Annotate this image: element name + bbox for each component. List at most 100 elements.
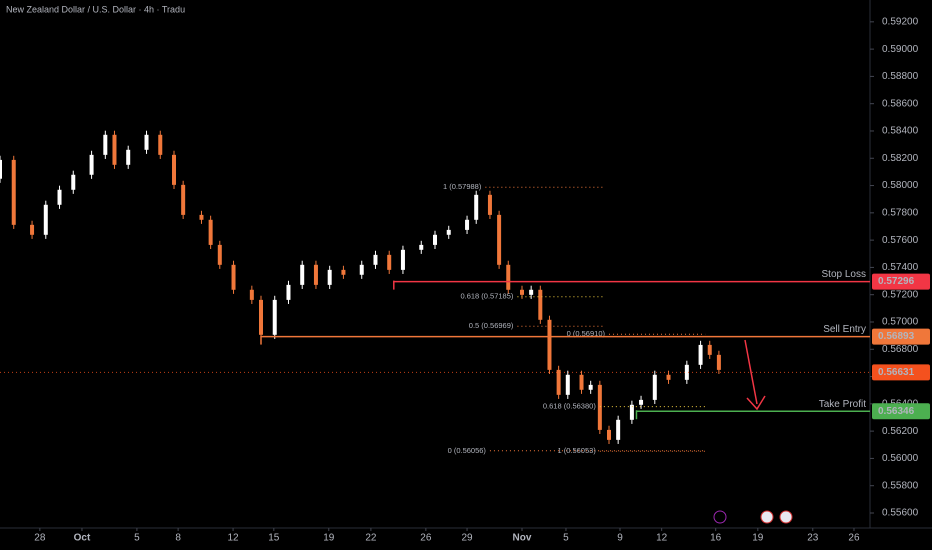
candle-body (565, 374, 570, 395)
candle-body (588, 384, 593, 390)
x-tick-label: 12 (656, 533, 668, 544)
y-tick-label: 0.59200 (882, 16, 919, 27)
fib-label: 0.5 (0.56969) (469, 321, 514, 330)
y-tick-label: 0.58400 (882, 126, 919, 137)
candle-body (208, 219, 213, 245)
fib-label: 1 (0.57988) (443, 182, 482, 191)
x-tick-label: 19 (323, 533, 335, 544)
candle-body (506, 264, 511, 290)
x-tick-label: 8 (175, 533, 181, 544)
y-tick-label: 0.56200 (882, 426, 919, 437)
candle-body (103, 134, 108, 155)
y-tick-label: 0.58000 (882, 180, 919, 191)
x-tick-label: 29 (461, 533, 473, 544)
x-tick-label: 5 (134, 533, 140, 544)
level-name: Take Profit (819, 399, 866, 410)
y-tick-label: 0.58200 (882, 153, 919, 164)
candle-body (547, 319, 552, 370)
fib-label: 0 (0.56910) (567, 329, 606, 338)
candle-body (217, 244, 222, 265)
last-price-value: 0.56631 (878, 367, 915, 378)
candle-body (172, 154, 176, 185)
candle-body (597, 384, 602, 430)
candle-body (272, 299, 277, 335)
fib-label: 0 (0.56056) (448, 446, 487, 455)
level-name: Stop Loss (822, 269, 866, 280)
y-tick-label: 0.57000 (882, 317, 919, 328)
candle-body (30, 224, 35, 235)
y-tick-label: 0.58800 (882, 71, 919, 82)
candle-body (497, 214, 502, 265)
candle-body (607, 429, 611, 440)
candle-body (419, 244, 424, 250)
chart-title: New Zealand Dollar / U.S. Dollar · 4h · … (6, 4, 185, 14)
candle-body (666, 374, 671, 380)
x-tick-label: 23 (807, 533, 819, 544)
candle-body (652, 374, 657, 400)
candle-body (300, 264, 305, 285)
candle-body (579, 374, 584, 390)
y-tick-label: 0.57600 (882, 235, 919, 246)
x-tick-label: Nov (513, 533, 532, 544)
candle-body (556, 369, 561, 395)
candle-body (538, 289, 543, 320)
x-tick-label: 15 (268, 533, 280, 544)
candle-body (181, 184, 186, 215)
fib-label: 0.618 (0.57185) (460, 292, 513, 301)
candle-body (249, 289, 254, 300)
candle-body (684, 364, 689, 380)
candle-body (327, 269, 332, 285)
level-box (872, 403, 930, 420)
candle-body (373, 254, 378, 265)
direction-arrowhead (746, 395, 766, 411)
level-name: Sell Entry (823, 324, 866, 335)
fib-label: 0.618 (0.56380) (543, 402, 596, 411)
x-tick-label: 19 (752, 533, 764, 544)
x-tick-label: 16 (710, 533, 722, 544)
candle-body (71, 174, 76, 190)
y-tick-label: 0.57200 (882, 289, 919, 300)
x-tick-label: 28 (34, 533, 46, 544)
y-tick-label: 0.57400 (882, 262, 919, 273)
y-tick-label: 0.56000 (882, 453, 919, 464)
fib-label: 1 (0.56053) (557, 446, 596, 455)
candle-body (341, 269, 346, 275)
candle-body (286, 284, 291, 300)
y-tick-label: 0.58600 (882, 98, 919, 109)
y-tick-label: 0.55800 (882, 480, 919, 491)
candle-body (487, 194, 492, 215)
candle-body (639, 399, 644, 405)
candle-body (231, 264, 236, 290)
candle-body (529, 289, 534, 295)
candle-body (126, 149, 131, 165)
candle-body (11, 159, 16, 225)
candle-body (400, 249, 405, 270)
event-flag-icon[interactable] (779, 510, 793, 524)
candle-body (359, 264, 364, 275)
event-icon[interactable] (713, 510, 727, 524)
level-value: 0.56346 (878, 406, 915, 417)
candle-body (313, 264, 318, 285)
candle-body (616, 419, 621, 440)
candle-body (0, 159, 2, 179)
candle-body (474, 194, 479, 220)
y-tick-label: 0.55600 (882, 508, 919, 519)
event-flag-icon[interactable] (760, 510, 774, 524)
level-value: 0.57296 (878, 276, 915, 287)
level-value: 0.56893 (878, 331, 915, 342)
candle-body (629, 404, 634, 420)
x-tick-label: 22 (365, 533, 377, 544)
x-tick-label: 26 (420, 533, 432, 544)
candle-body (199, 214, 204, 220)
candle-body (112, 134, 117, 165)
candle-body (57, 189, 62, 205)
candle-body (520, 289, 524, 295)
direction-arrow (744, 339, 758, 405)
candle-body (698, 344, 703, 365)
candle-body (89, 154, 94, 175)
candle-body (465, 219, 470, 230)
x-tick-label: 26 (848, 533, 860, 544)
level-box (872, 273, 930, 290)
